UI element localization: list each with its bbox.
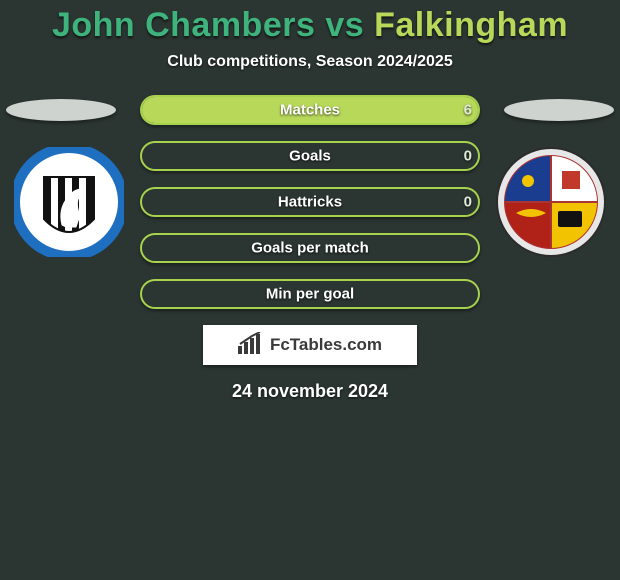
stat-bar: Matches6 — [140, 95, 480, 125]
subtitle: Club competitions, Season 2024/2025 — [0, 53, 620, 71]
stat-bar-value-right: 0 — [464, 194, 472, 211]
brand-text: FcTables.com — [270, 335, 382, 355]
comparison-title: John Chambers vs Falkingham — [0, 0, 620, 45]
stat-bar-label: Goals — [142, 148, 478, 165]
date-text: 24 november 2024 — [0, 381, 620, 402]
stat-bar-label: Min per goal — [142, 286, 478, 303]
stat-bar-value-right: 0 — [464, 148, 472, 165]
stats-stage: GILLINGHAM — [0, 95, 620, 309]
chart-icon — [238, 332, 264, 359]
stat-bar: Min per goal — [140, 279, 480, 309]
player2-platform — [504, 99, 614, 121]
stat-bar: Hattricks0 — [140, 187, 480, 217]
player1-club-crest: GILLINGHAM — [14, 147, 124, 257]
stat-bar-label: Goals per match — [142, 240, 478, 257]
stat-bar: Goals per match — [140, 233, 480, 263]
brand-logo-box[interactable]: FcTables.com — [203, 325, 417, 365]
player1-platform — [6, 99, 116, 121]
stat-bar-label: Hattricks — [142, 194, 478, 211]
svg-text:GILLINGHAM: GILLINGHAM — [47, 158, 91, 165]
player2-club-crest — [496, 147, 606, 257]
player1-name: John Chambers — [52, 6, 315, 44]
stat-bar-value-right: 6 — [464, 102, 472, 119]
stat-bar-fill-right — [142, 97, 478, 123]
vs-text: vs — [325, 6, 364, 44]
player2-name: Falkingham — [374, 6, 568, 44]
stat-bar: Goals0 — [140, 141, 480, 171]
stat-bars-container: Matches6Goals0Hattricks0Goals per matchM… — [140, 95, 480, 309]
